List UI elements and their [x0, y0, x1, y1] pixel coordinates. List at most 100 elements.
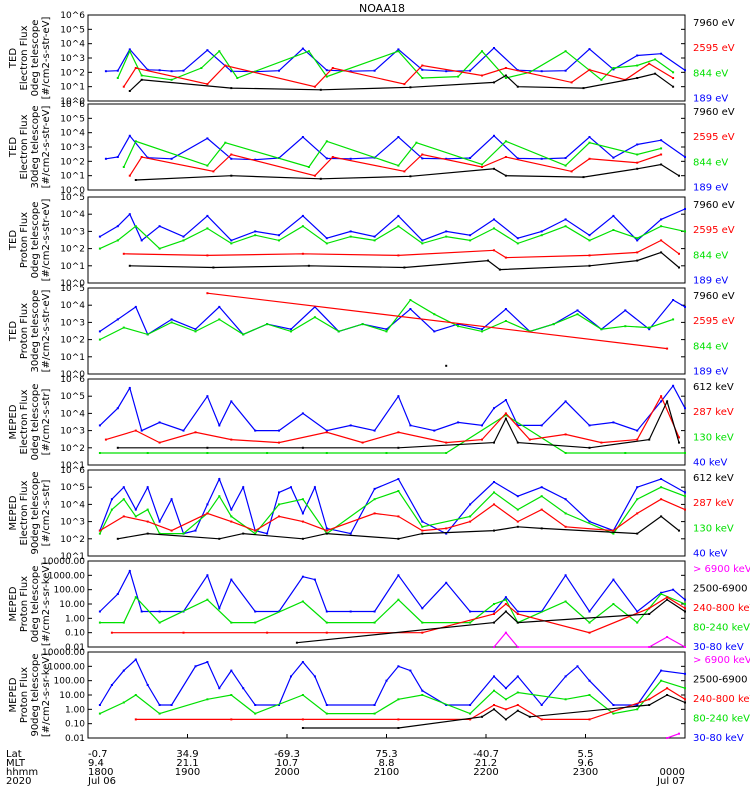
data-point — [684, 491, 686, 494]
y-axis-label-line: TED — [8, 137, 19, 158]
legend-entry: 189 eV — [693, 93, 728, 104]
data-point — [540, 70, 543, 73]
data-point — [433, 330, 436, 333]
data-point — [397, 50, 400, 53]
data-point — [98, 424, 101, 427]
data-point — [206, 214, 209, 217]
data-point — [325, 140, 328, 143]
data-point — [672, 77, 675, 79]
legend-entry: 30-80 keV — [693, 733, 744, 744]
series-green — [99, 299, 674, 341]
data-point — [588, 157, 591, 160]
x-tick-hhmm: 2100 — [374, 767, 399, 778]
data-point — [325, 429, 328, 432]
series-green — [99, 486, 686, 535]
data-point — [570, 170, 573, 173]
y-tick-label: 10^3 — [60, 427, 85, 437]
data-point — [122, 515, 125, 518]
series-black — [117, 515, 680, 540]
data-point — [570, 81, 573, 84]
data-point — [469, 718, 472, 721]
data-point — [588, 264, 591, 267]
data-point — [170, 70, 173, 73]
y-tick-label: 10^4 — [60, 40, 85, 50]
data-point — [660, 515, 663, 518]
data-point — [421, 621, 424, 624]
data-point — [624, 325, 627, 328]
data-point — [469, 515, 472, 518]
data-point — [230, 694, 233, 696]
series-red — [123, 62, 674, 88]
data-point — [301, 512, 304, 515]
data-point — [504, 320, 507, 322]
data-point — [349, 235, 352, 238]
data-point — [493, 704, 495, 706]
data-point — [636, 259, 639, 262]
data-point — [278, 503, 280, 506]
data-point — [678, 732, 680, 735]
data-point — [373, 704, 376, 706]
data-point — [140, 610, 143, 613]
data-point — [588, 520, 591, 523]
data-point — [636, 532, 639, 535]
y-axis-label-line: TED — [8, 230, 19, 251]
data-point — [206, 452, 209, 454]
data-point — [684, 603, 686, 605]
data-point — [516, 621, 519, 624]
panel-frame — [87, 287, 686, 375]
data-point — [409, 308, 412, 310]
data-point — [170, 78, 173, 81]
y-axis-label-line: MEPED — [8, 495, 19, 530]
data-point — [504, 687, 507, 690]
data-point — [218, 607, 221, 610]
data-point — [218, 424, 221, 427]
data-point — [421, 77, 424, 79]
data-point — [128, 387, 131, 389]
y-tick-label: 10^0 — [60, 370, 85, 380]
data-point — [516, 85, 519, 88]
x-tick-mlt: 10.7 — [276, 758, 298, 769]
data-point — [504, 308, 507, 310]
legend-entry: 7960 eV — [693, 18, 735, 29]
data-point — [684, 598, 686, 601]
data-point — [325, 621, 328, 624]
data-point — [564, 452, 567, 454]
data-point — [636, 143, 639, 146]
data-point — [636, 498, 639, 501]
data-point — [672, 71, 675, 74]
data-point — [498, 268, 501, 271]
data-point — [307, 264, 310, 267]
y-axis-label: MEPEDProton Flux0deg telescope[#/cm2-s-s… — [8, 562, 52, 646]
data-point — [528, 71, 531, 74]
x-tick-lat: -40.7 — [473, 749, 499, 760]
data-point — [397, 718, 400, 721]
data-point — [648, 607, 651, 610]
data-point — [182, 429, 185, 432]
data-point — [612, 603, 615, 605]
x-tick-lat: -69.3 — [274, 749, 300, 760]
data-point — [469, 621, 472, 624]
data-point — [409, 299, 412, 301]
data-point — [146, 452, 149, 454]
y-tick-label: 10^2 — [60, 535, 85, 545]
legend-entry: 844 eV — [693, 250, 728, 261]
data-point — [301, 600, 304, 603]
y-tick-label: 10^5 — [60, 25, 85, 35]
legend-entry: 2595 eV — [693, 132, 735, 143]
data-point — [134, 515, 137, 518]
y-tick-label: 10.00 — [59, 600, 85, 610]
y-tick-label: 10^5 — [60, 193, 85, 203]
data-point — [116, 318, 119, 321]
data-point — [504, 256, 507, 259]
data-point — [504, 67, 507, 69]
data-point — [397, 478, 400, 480]
data-point — [254, 230, 257, 233]
data-point — [421, 239, 424, 242]
data-point — [230, 87, 233, 90]
legend-entry: 2500-6900 — [693, 674, 748, 685]
data-point — [678, 441, 680, 444]
y-axis-label-line: [#/cm2-s-sr-keV] — [41, 653, 52, 737]
data-point — [660, 669, 663, 672]
data-point — [409, 424, 412, 427]
